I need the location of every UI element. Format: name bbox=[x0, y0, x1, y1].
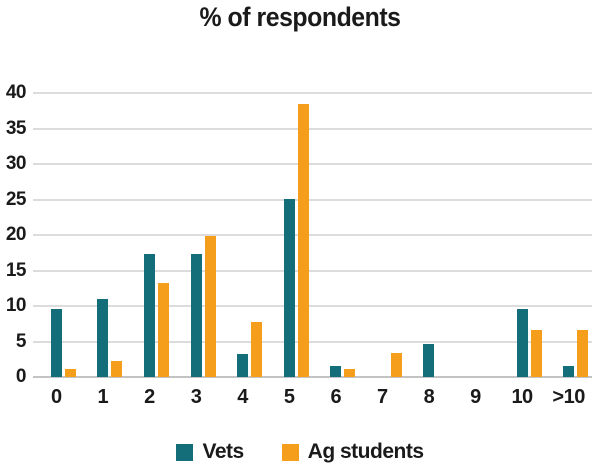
bar-pair-10 bbox=[516, 93, 542, 377]
bar-pair-8 bbox=[423, 93, 448, 377]
gridline bbox=[33, 127, 592, 130]
bar-ag-students-6 bbox=[344, 369, 356, 377]
gridline bbox=[33, 198, 592, 201]
bar-ag-students-7 bbox=[390, 352, 402, 377]
bar-vets-5 bbox=[283, 198, 295, 377]
y-tick-label: 20 bbox=[5, 224, 27, 245]
category-group-5 bbox=[266, 93, 313, 377]
y-axis-labels: 0 5 10 15 20 25 30 35 40 bbox=[0, 83, 27, 387]
legend-swatch-vets bbox=[176, 443, 194, 461]
bar-vets-3 bbox=[190, 254, 202, 377]
x-tick-label-10: 10 bbox=[511, 386, 533, 408]
chart-title: % of respondents bbox=[199, 2, 401, 32]
gridline bbox=[33, 92, 592, 94]
plot-area: 0 5 10 15 20 25 30 35 40 0 1 2 3 4 5 6 7 8 9 10 >10 bbox=[6, 83, 592, 408]
x-tick-label-0: 0 bbox=[50, 386, 62, 408]
x-tick-label-5: 5 bbox=[283, 386, 295, 408]
bar-ag-students-4 bbox=[251, 322, 263, 377]
bar-pair-7 bbox=[377, 93, 402, 377]
bar-ag-students--10 bbox=[577, 330, 589, 377]
bar-pair-6 bbox=[330, 93, 356, 377]
bar-vets--10 bbox=[563, 365, 575, 377]
y-tick-label: 0 bbox=[15, 366, 27, 387]
bar-vets-2 bbox=[143, 254, 155, 377]
category-group--10 bbox=[545, 93, 592, 377]
bar-ag-students-1 bbox=[111, 360, 123, 377]
legend-item-vets: Vets bbox=[176, 440, 244, 464]
y-tick-label: 5 bbox=[15, 330, 27, 352]
bar-vets-6 bbox=[330, 365, 342, 377]
y-tick-label: 35 bbox=[5, 117, 27, 139]
bar-ag-students-3 bbox=[204, 235, 216, 377]
bar-pair--10 bbox=[563, 93, 589, 377]
bar-pair-3 bbox=[190, 93, 216, 377]
bar-pair-2 bbox=[143, 93, 169, 377]
bar-pair-4 bbox=[237, 93, 263, 377]
legend: Vets Ag students bbox=[0, 440, 600, 464]
category-group-6 bbox=[312, 93, 359, 377]
gridline bbox=[33, 305, 592, 307]
x-tick-label-7: 7 bbox=[377, 386, 388, 408]
legend-item-ag-students: Ag students bbox=[281, 440, 424, 464]
x-tick-label-8: 8 bbox=[423, 386, 435, 408]
bar-pair-0 bbox=[50, 93, 76, 377]
x-tick-label-9: 9 bbox=[470, 386, 481, 408]
gridline bbox=[33, 163, 592, 165]
x-tick-label-2: 2 bbox=[144, 386, 155, 408]
x-tick-label-6: 6 bbox=[330, 386, 342, 408]
x-axis-line bbox=[33, 376, 592, 378]
legend-label-ag-students: Ag students bbox=[307, 440, 424, 463]
x-tick-label-4: 4 bbox=[237, 386, 248, 408]
category-group-10 bbox=[499, 93, 546, 377]
bar-ag-students-10 bbox=[530, 330, 542, 377]
category-group-3 bbox=[173, 93, 220, 377]
gridline bbox=[33, 269, 592, 272]
bar-vets-0 bbox=[50, 308, 62, 377]
legend-label-vets: Vets bbox=[202, 440, 244, 463]
x-tick-label--10: >10 bbox=[552, 386, 585, 408]
category-group-1 bbox=[80, 93, 127, 377]
categories bbox=[33, 93, 592, 377]
y-tick-label: 15 bbox=[5, 259, 27, 281]
gridlines bbox=[33, 92, 592, 378]
y-tick-label: 10 bbox=[5, 295, 27, 316]
category-group-8 bbox=[406, 93, 453, 377]
y-tick-label: 40 bbox=[5, 82, 27, 103]
category-group-0 bbox=[33, 93, 80, 377]
bar-ag-students-0 bbox=[64, 369, 76, 377]
bar-vets-8 bbox=[423, 343, 435, 377]
y-tick-label: 30 bbox=[5, 153, 27, 174]
bar-ag-students-5 bbox=[297, 103, 309, 377]
x-tick-label-3: 3 bbox=[190, 386, 202, 408]
bar-pair-5 bbox=[283, 93, 309, 377]
bar-ag-students-2 bbox=[157, 283, 169, 377]
gridline bbox=[33, 340, 592, 343]
x-tick-label-1: 1 bbox=[97, 386, 109, 408]
bar-pair-1 bbox=[97, 93, 123, 377]
bar-vets-4 bbox=[237, 354, 249, 377]
y-tick-label: 25 bbox=[5, 188, 27, 210]
bar-vets-10 bbox=[516, 308, 528, 377]
category-group-9 bbox=[452, 93, 499, 377]
category-group-7 bbox=[359, 93, 406, 377]
bar-pair-9 bbox=[470, 93, 495, 377]
gridline bbox=[33, 234, 592, 236]
legend-swatch-ag-students bbox=[281, 443, 299, 461]
bar-vets-1 bbox=[97, 298, 109, 377]
category-group-2 bbox=[126, 93, 173, 377]
category-group-4 bbox=[219, 93, 266, 377]
x-axis-labels: 0 1 2 3 4 5 6 7 8 9 10 >10 bbox=[33, 386, 592, 409]
